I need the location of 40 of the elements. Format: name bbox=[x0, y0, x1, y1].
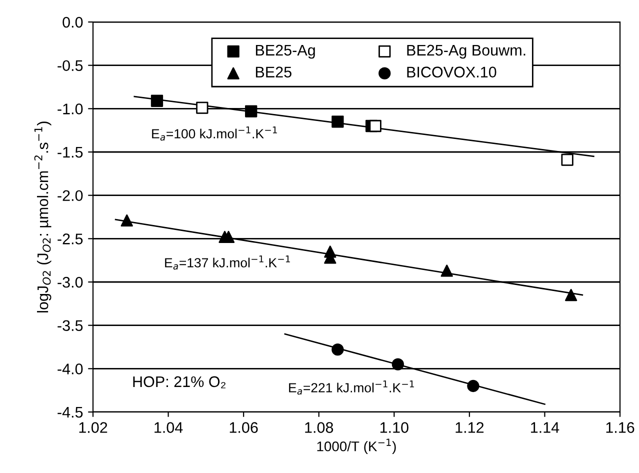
y-tick-label: -2.5 bbox=[58, 234, 83, 244]
text: logJ$_{O2}$ (J$_{O2}$: µmol.cm$^{−2}$.s$^{−1}$) bbox=[34, 122, 52, 312]
y-tick-label: -1.0 bbox=[58, 104, 83, 114]
y-tick-label: -3.0 bbox=[58, 276, 83, 288]
y-tick-label: -0.5 bbox=[58, 60, 83, 72]
legend-label: BE25-Ag Bouwm. bbox=[407, 44, 526, 59]
annotation: E$_{a}$=137 kJ.mol$^{−1}$.K$^{−1}$ bbox=[165, 256, 290, 270]
x-tick-label: 1.10 bbox=[380, 422, 408, 433]
legend-label: BE25 bbox=[256, 66, 292, 78]
y-tick-label: -1.5 bbox=[58, 147, 83, 158]
point bbox=[150, 94, 164, 107]
point bbox=[392, 358, 404, 370]
point bbox=[196, 102, 208, 114]
x-tick-label: 1.16 bbox=[606, 422, 634, 433]
x-tick-label: 1.06 bbox=[230, 422, 258, 433]
y-tick-label: -4.5 bbox=[58, 407, 83, 418]
annotation: E$_{a}$=100 kJ.mol$^{−1}$.K$^{−1}$ bbox=[152, 126, 277, 141]
annotation: E$_{a}$=221 kJ.mol$^{−1}$.K$^{−1}$ bbox=[289, 380, 414, 395]
point bbox=[369, 120, 382, 132]
y-tick-label: -4.0 bbox=[58, 364, 83, 374]
point bbox=[332, 344, 344, 356]
x-axis-title: 1000/T (K$^{−1}$) bbox=[317, 438, 396, 454]
point bbox=[245, 105, 258, 118]
point bbox=[120, 214, 133, 227]
legend-label: BE25-Ag bbox=[256, 44, 315, 59]
y-tick-label: -3.5 bbox=[58, 320, 83, 332]
annotation: HOP: 21% O₂ bbox=[133, 376, 226, 388]
x-tick-label: 1.08 bbox=[305, 422, 334, 433]
point bbox=[564, 288, 578, 302]
point bbox=[332, 116, 344, 128]
point bbox=[467, 380, 480, 392]
y-tick-label: 0.0 bbox=[62, 16, 83, 28]
legend-label: BICOVOX.10 bbox=[407, 66, 496, 78]
point bbox=[440, 264, 453, 277]
y-tick-label: -2.0 bbox=[58, 190, 83, 202]
x-tick-label: 1.12 bbox=[456, 422, 484, 433]
x-tick-label: 1.14 bbox=[531, 422, 560, 433]
x-tick-label: 1.04 bbox=[154, 422, 183, 433]
x-tick-label: 1.02 bbox=[79, 422, 108, 433]
point bbox=[561, 154, 574, 166]
